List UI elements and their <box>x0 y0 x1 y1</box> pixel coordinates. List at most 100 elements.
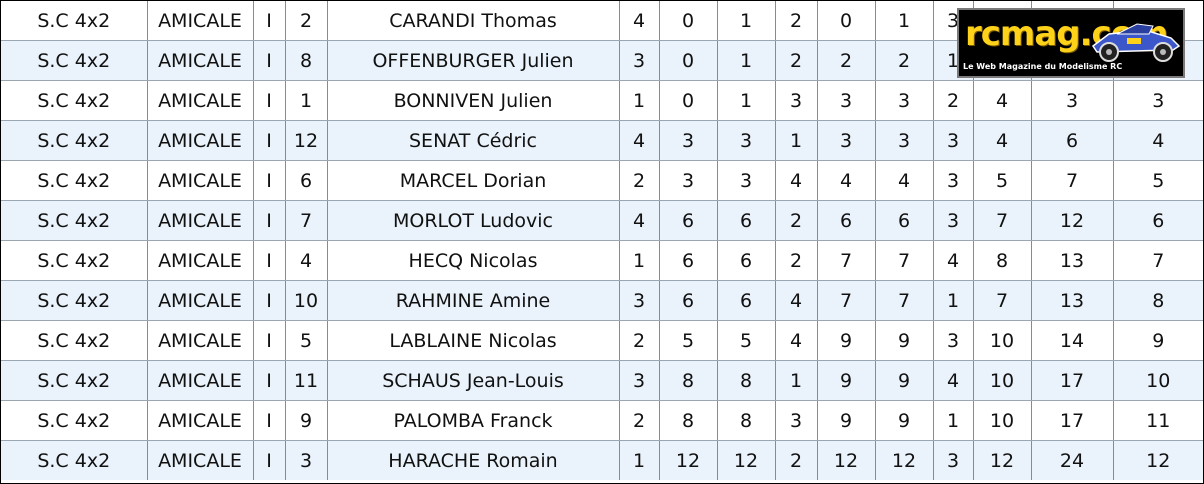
result-cell: 5 <box>973 160 1032 201</box>
result-cell: 12 <box>817 440 876 480</box>
result-cell: 9 <box>817 400 876 441</box>
result-cell: 2 <box>775 440 818 480</box>
driver-name-cell: LABLAINE Nicolas <box>327 320 620 361</box>
group-cell: I <box>253 120 286 161</box>
result-cell: 1 <box>717 1 776 41</box>
result-cell: 10 <box>973 360 1032 401</box>
result-cell: 4 <box>619 200 660 241</box>
result-cell: 4 <box>619 120 660 161</box>
result-cell: 3 <box>775 400 818 441</box>
result-cell: 1 <box>875 1 934 41</box>
result-cell: 9 <box>875 400 934 441</box>
number-cell: 9 <box>285 400 328 441</box>
category-cell: S.C 4x2 <box>1 240 148 281</box>
result-cell: 6 <box>717 200 776 241</box>
result-cell: 1 <box>619 80 660 121</box>
result-cell: 1 <box>717 40 776 81</box>
table-row: S.C 4x2 AMICALE I 6 MARCEL Dorian 2 3 3 4 4 4 3 5 7 5 <box>1 160 1203 201</box>
result-cell: 2 <box>775 240 818 281</box>
result-cell: 4 <box>1113 120 1203 161</box>
category-cell: S.C 4x2 <box>1 320 148 361</box>
result-cell: 8 <box>659 400 718 441</box>
group-cell: I <box>253 160 286 201</box>
result-cell: 8 <box>717 400 776 441</box>
result-cell: 14 <box>1031 320 1114 361</box>
result-cell: 3 <box>1113 80 1203 121</box>
result-cell: 0 <box>659 80 718 121</box>
result-cell: 1 <box>933 40 974 81</box>
result-cell: 6 <box>659 280 718 321</box>
club-cell: AMICALE <box>147 240 254 281</box>
category-cell: S.C 4x2 <box>1 80 148 121</box>
result-cell: 12 <box>1113 440 1203 480</box>
club-cell: AMICALE <box>147 160 254 201</box>
result-cell: 0 <box>659 1 718 41</box>
result-cell: 7 <box>1031 160 1114 201</box>
driver-name-cell: HARACHE Romain <box>327 440 620 480</box>
result-cell: 6 <box>817 200 876 241</box>
result-cell: 13 <box>1031 280 1114 321</box>
number-cell: 3 <box>285 440 328 480</box>
result-cell: 12 <box>1031 200 1114 241</box>
result-cell: 7 <box>875 240 934 281</box>
driver-name-cell: OFFENBURGER Julien <box>327 40 620 81</box>
result-cell: 4 <box>775 160 818 201</box>
table-row: S.C 4x2 AMICALE I 4 HECQ Nicolas 1 6 6 2 7 7 4 8 13 7 <box>1 240 1203 281</box>
group-cell: I <box>253 1 286 41</box>
result-cell: 3 <box>619 280 660 321</box>
group-cell: I <box>253 400 286 441</box>
result-cell: 2 <box>875 40 934 81</box>
result-cell: 8 <box>717 360 776 401</box>
number-cell: 5 <box>285 320 328 361</box>
result-cell: 4 <box>619 1 660 41</box>
category-cell: S.C 4x2 <box>1 400 148 441</box>
result-cell: 7 <box>973 200 1032 241</box>
driver-name-cell: MORLOT Ludovic <box>327 200 620 241</box>
result-cell: 2 <box>775 1 818 41</box>
table-row: S.C 4x2 AMICALE I 11 SCHAUS Jean-Louis 3 8 8 1 9 9… <box>1 360 1203 401</box>
result-cell: 6 <box>875 200 934 241</box>
result-cell: 12 <box>659 440 718 480</box>
result-cell: 8 <box>1113 280 1203 321</box>
result-cell: 9 <box>817 360 876 401</box>
category-cell: S.C 4x2 <box>1 360 148 401</box>
result-cell: 11 <box>1113 400 1203 441</box>
group-cell: I <box>253 40 286 81</box>
result-cell: 6 <box>717 280 776 321</box>
result-cell: 6 <box>1031 120 1114 161</box>
result-cell: 3 <box>659 120 718 161</box>
result-cell: 9 <box>817 320 876 361</box>
club-cell: AMICALE <box>147 280 254 321</box>
result-cell: 1 <box>619 440 660 480</box>
number-cell: 6 <box>285 160 328 201</box>
result-cell: 3 <box>933 440 974 480</box>
driver-name-cell: BONNIVEN Julien <box>327 80 620 121</box>
logo-tagline: Le Web Magazine du Modelisme RC <box>963 62 1123 71</box>
result-cell: 24 <box>1031 440 1114 480</box>
result-cell: 3 <box>717 160 776 201</box>
category-cell: S.C 4x2 <box>1 160 148 201</box>
result-cell: 17 <box>1031 360 1114 401</box>
result-cell: 10 <box>973 320 1032 361</box>
club-cell: AMICALE <box>147 120 254 161</box>
number-cell: 12 <box>285 120 328 161</box>
result-cell: 2 <box>817 40 876 81</box>
result-cell: 3 <box>817 80 876 121</box>
number-cell: 10 <box>285 280 328 321</box>
category-cell: S.C 4x2 <box>1 1 148 41</box>
table-row: S.C 4x2 AMICALE I 3 HARACHE Romain 1 12 12 2 12 12… <box>1 440 1203 480</box>
result-cell: 2 <box>775 200 818 241</box>
group-cell: I <box>253 360 286 401</box>
result-cell: 17 <box>1031 400 1114 441</box>
result-cell: 12 <box>875 440 934 480</box>
result-cell: 0 <box>817 1 876 41</box>
group-cell: I <box>253 200 286 241</box>
driver-name-cell: MARCEL Dorian <box>327 160 620 201</box>
result-cell: 1 <box>775 360 818 401</box>
result-cell: 5 <box>659 320 718 361</box>
result-cell: 12 <box>717 440 776 480</box>
result-cell: 3 <box>619 360 660 401</box>
result-cell: 4 <box>775 320 818 361</box>
driver-name-cell: HECQ Nicolas <box>327 240 620 281</box>
